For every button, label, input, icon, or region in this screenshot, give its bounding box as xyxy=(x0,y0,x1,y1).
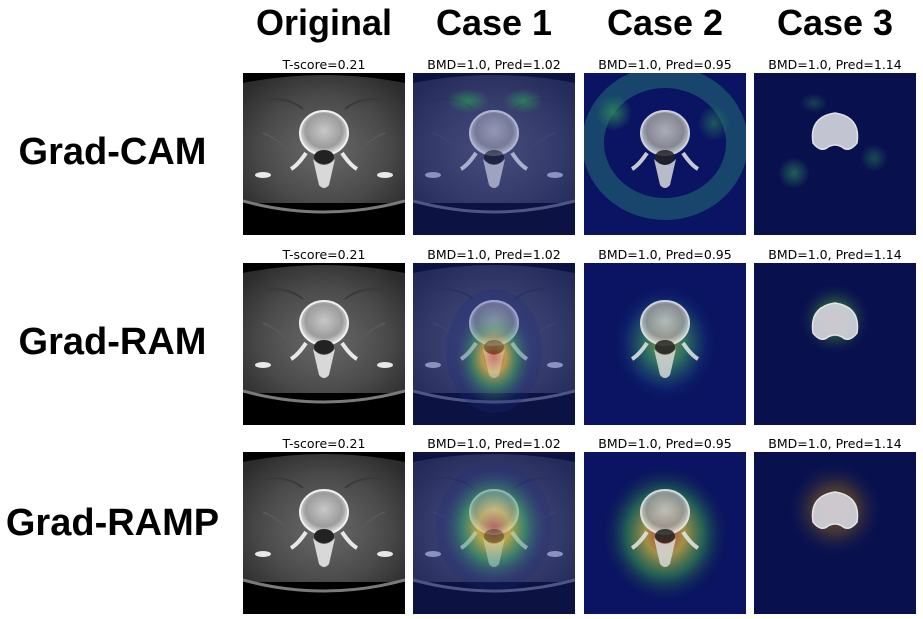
row-header-grad-ramp: Grad-RAMP xyxy=(5,502,220,544)
panel-grad-ramp-case-1 xyxy=(413,452,575,614)
panel-grad-ram-case-3 xyxy=(754,263,916,425)
column-header-case-1: Case 1 xyxy=(435,2,553,43)
ct-image xyxy=(754,263,916,425)
ct-image xyxy=(243,263,405,425)
caption-grad-cam-case-1: BMD=1.0, Pred=1.02 xyxy=(427,57,561,72)
panel-grad-ramp-case-3 xyxy=(754,452,916,614)
ct-image xyxy=(584,73,746,235)
caption-grad-ram-original: T-score=0.21 xyxy=(282,247,366,262)
panel-grad-ramp-case-2 xyxy=(584,452,746,614)
ct-image xyxy=(584,452,746,614)
caption-grad-ramp-original: T-score=0.21 xyxy=(282,436,366,451)
panel-grad-ram-case-2 xyxy=(584,263,746,425)
caption-grad-cam-case-3: BMD=1.0, Pred=1.14 xyxy=(768,57,902,72)
row-header-grad-cam: Grad-CAM xyxy=(18,131,207,173)
panel-grad-ramp-original xyxy=(243,452,405,614)
ct-image xyxy=(413,452,575,614)
column-header-case-3: Case 3 xyxy=(776,2,894,43)
panel-grad-cam-original xyxy=(243,73,405,235)
ct-image xyxy=(584,263,746,425)
ct-image xyxy=(754,452,916,614)
row-header-grad-ram: Grad-RAM xyxy=(18,321,207,363)
panel-grad-cam-case-2 xyxy=(584,73,746,235)
panel-grad-cam-case-3 xyxy=(754,73,916,235)
caption-grad-ram-case-2: BMD=1.0, Pred=0.95 xyxy=(598,247,732,262)
panel-grad-ram-case-1 xyxy=(413,263,575,425)
caption-grad-ramp-case-3: BMD=1.0, Pred=1.14 xyxy=(768,436,902,451)
panel-grad-cam-case-1 xyxy=(413,73,575,235)
column-header-original: Original xyxy=(255,2,393,43)
caption-grad-ram-case-3: BMD=1.0, Pred=1.14 xyxy=(768,247,902,262)
ct-image xyxy=(243,452,405,614)
caption-grad-cam-original: T-score=0.21 xyxy=(282,57,366,72)
ct-image xyxy=(413,263,575,425)
ct-image xyxy=(754,73,916,235)
caption-grad-ramp-case-2: BMD=1.0, Pred=0.95 xyxy=(598,436,732,451)
ct-image xyxy=(243,73,405,235)
ct-image xyxy=(413,73,575,235)
column-header-case-2: Case 2 xyxy=(606,2,724,43)
caption-grad-ramp-case-1: BMD=1.0, Pred=1.02 xyxy=(427,436,561,451)
panel-grad-ram-original xyxy=(243,263,405,425)
caption-grad-ram-case-1: BMD=1.0, Pred=1.02 xyxy=(427,247,561,262)
caption-grad-cam-case-2: BMD=1.0, Pred=0.95 xyxy=(598,57,732,72)
